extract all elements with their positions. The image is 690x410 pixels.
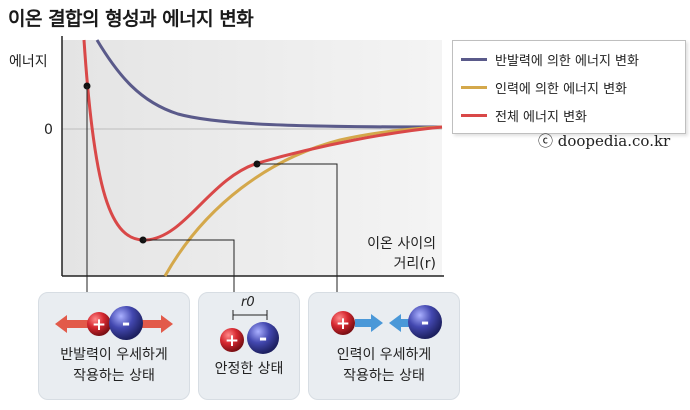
- diagram-title: 이온 결합의 형성과 에너지 변화: [8, 8, 254, 30]
- legend-swatch-total: [461, 113, 487, 117]
- card-attraction-dominant: + - 인력이 우세하게 작용하는 상태: [308, 292, 460, 400]
- cation-sphere: [87, 312, 111, 336]
- anion-sphere: [109, 306, 143, 340]
- x-axis-label-line1: 이온 사이의: [367, 236, 436, 252]
- card-repulsion-dominant: + - 반발력이 우세하게 작용하는 상태: [38, 292, 190, 400]
- card-repulsion-line2: 작용하는 상태: [73, 368, 155, 384]
- zero-label: 0: [44, 122, 53, 138]
- ion-illustration-repulsion: + -: [55, 306, 173, 340]
- anion-sphere: [408, 305, 442, 339]
- y-axis-label: 에너지: [9, 54, 48, 70]
- legend-item-attraction: 인력에 의한 에너지 변화: [461, 77, 627, 97]
- card-stable-line1: 안정한 상태: [214, 361, 284, 377]
- card-attraction-line1: 인력이 우세하게: [336, 347, 432, 363]
- cation-sign: +: [225, 331, 239, 351]
- legend-swatch-attraction: [461, 85, 487, 89]
- card-repulsion-line1: 반발력이 우세하게: [60, 347, 168, 363]
- card-attraction-line2: 작용하는 상태: [343, 368, 425, 384]
- repulsion-curve: [95, 39, 443, 129]
- cation-sign: +: [92, 315, 106, 335]
- cation-sphere: [220, 328, 244, 352]
- anion-sphere: [247, 322, 279, 354]
- legend-label-total: 전체 에너지 변화: [495, 109, 587, 125]
- leader-line-stable: [143, 239, 235, 293]
- total-energy-curve: [82, 39, 443, 242]
- arrow-right-icon: [139, 315, 173, 333]
- legend-swatch-repulsion: [461, 57, 487, 61]
- x-axis-label-line2: 거리(r): [394, 256, 436, 272]
- legend-label-repulsion: 반발력에 의한 에너지 변화: [495, 53, 639, 69]
- legend-item-total: 전체 에너지 변화: [461, 105, 587, 125]
- arrow-left-icon: [389, 314, 413, 332]
- legend-label-attraction: 인력에 의한 에너지 변화: [495, 81, 627, 97]
- anion-sign: -: [421, 310, 429, 334]
- anion-sign: -: [122, 311, 130, 335]
- card-stable: r0 + - 안정한 상태: [198, 292, 300, 400]
- arrow-right-icon: [355, 314, 383, 332]
- arrow-left-icon: [55, 315, 91, 333]
- r0-label: r0: [241, 295, 255, 310]
- anion-sign: -: [259, 326, 267, 350]
- ion-illustration-stable: r0 + -: [220, 295, 279, 354]
- copyright-text: ⓒ doopedia.co.kr: [538, 132, 671, 150]
- legend: 반발력에 의한 에너지 변화 인력에 의한 에너지 변화 전체 에너지 변화: [452, 40, 686, 134]
- ion-illustration-attraction: + -: [331, 305, 442, 339]
- leader-line-attraction: [257, 163, 338, 293]
- cation-sphere: [331, 311, 355, 335]
- cation-sign: +: [336, 314, 350, 334]
- legend-item-repulsion: 반발력에 의한 에너지 변화: [461, 49, 639, 69]
